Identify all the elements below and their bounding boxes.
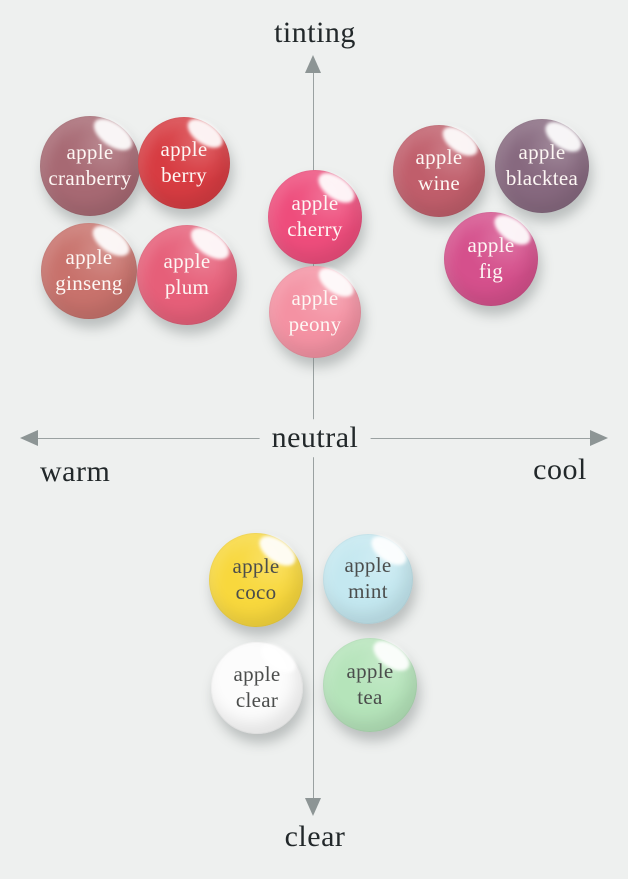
axis-label-warm: warm [40, 455, 111, 488]
product-line2: cranberry [48, 166, 132, 190]
arrow-up-icon [305, 55, 321, 73]
product-line1: apple [415, 145, 463, 170]
product-line1: apple [346, 659, 394, 684]
product-line2: blacktea [505, 166, 579, 190]
product-line2: wine [417, 171, 461, 195]
product-swatch-plum: apple plum [137, 221, 237, 325]
product-swatch-mint: apple mint [323, 530, 413, 624]
product-line1: apple [66, 140, 114, 165]
product-swatch-peony: apple peony [269, 262, 361, 358]
product-line2: peony [288, 312, 342, 336]
product-swatch-blacktea: apple blacktea [495, 115, 589, 213]
axis-label-tinting: tinting [274, 16, 356, 49]
product-line2: cherry [287, 217, 343, 241]
product-line1: apple [163, 249, 211, 274]
axis-label-neutral: neutral [259, 419, 371, 458]
product-swatch-clear: apple clear [211, 638, 303, 734]
product-line1: apple [232, 554, 280, 579]
product-line1: apple [233, 662, 281, 687]
arrow-right-icon [590, 430, 608, 446]
arrow-left-icon [20, 430, 38, 446]
product-line2: ginseng [55, 271, 123, 295]
product-swatch-coco: apple coco [209, 529, 303, 627]
product-swatch-berry: apple berry [138, 113, 230, 209]
product-swatch-fig: apple fig [444, 208, 538, 306]
product-line2: coco [235, 580, 277, 604]
product-line2: mint [348, 579, 388, 603]
product-line2: plum [164, 275, 210, 299]
product-line2: fig [478, 259, 504, 283]
arrow-down-icon [305, 798, 321, 816]
product-line2: berry [161, 163, 207, 187]
product-swatch-wine: apple wine [393, 121, 485, 217]
axis-label-clear: clear [284, 820, 346, 853]
product-line1: apple [344, 553, 392, 578]
product-line1: apple [467, 233, 515, 258]
product-swatch-ginseng: apple ginseng [41, 219, 137, 319]
product-swatch-cranberry: apple cranberry [40, 112, 140, 216]
product-line1: apple [291, 191, 339, 216]
product-line1: apple [160, 137, 208, 162]
product-line1: apple [65, 245, 113, 270]
product-swatch-cherry: apple cherry [268, 166, 362, 264]
product-line2: tea [357, 685, 383, 709]
product-line1: apple [518, 140, 566, 165]
product-line2: clear [235, 688, 279, 712]
axis-label-cool: cool [533, 453, 587, 486]
product-swatch-tea: apple tea [323, 634, 417, 732]
product-line1: apple [291, 286, 339, 311]
